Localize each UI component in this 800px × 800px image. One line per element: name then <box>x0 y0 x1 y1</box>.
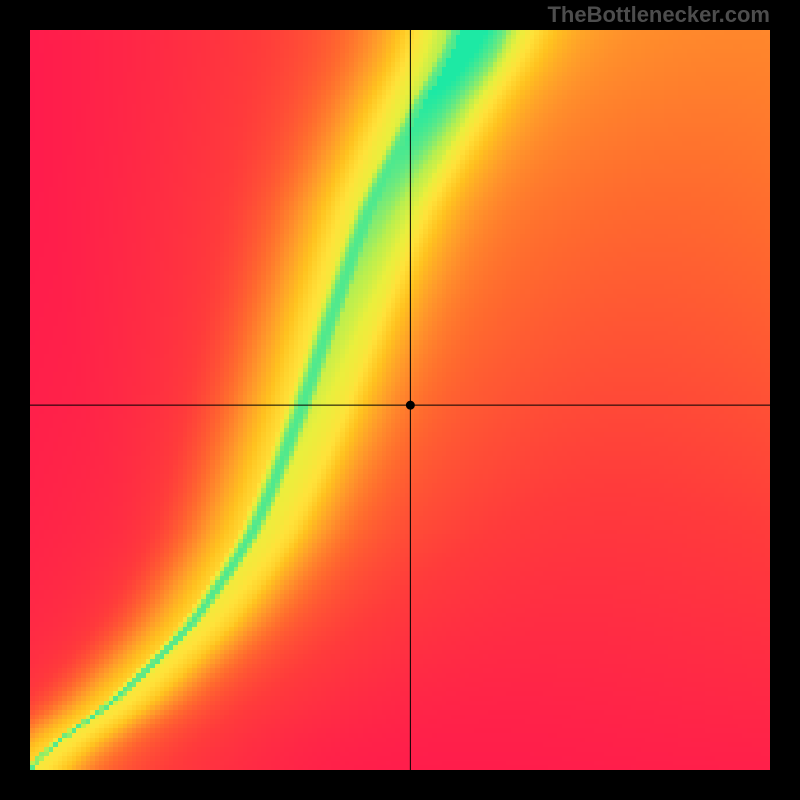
heatmap-canvas <box>0 0 800 800</box>
chart-container: TheBottlenecker.com <box>0 0 800 800</box>
